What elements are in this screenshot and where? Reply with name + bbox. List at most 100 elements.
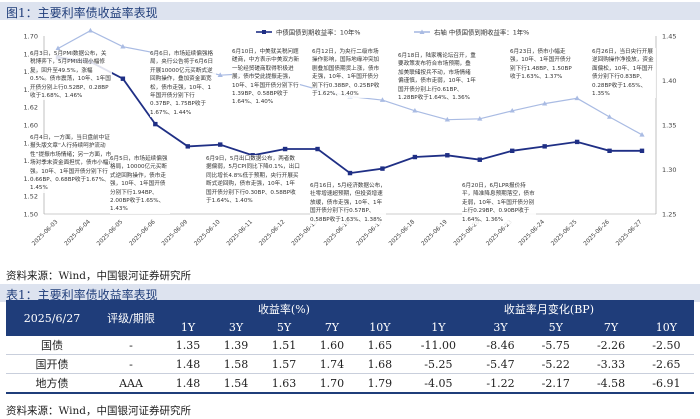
change-cell: -2.65 bbox=[638, 354, 694, 374]
data-point-1y bbox=[639, 131, 645, 137]
yield-cell: 1.39 bbox=[211, 336, 260, 355]
annotation-0616: 6月16日，5月经济数据公布，社零增速超预期，但投资增速放缓，债市走强，10年、… bbox=[310, 182, 386, 225]
table-row-govt: 国债 - 1.35 1.39 1.51 1.60 1.65 -11.00 -8.… bbox=[6, 336, 694, 355]
figure-title: 图1：主要利率债收益率表现 bbox=[6, 6, 158, 20]
data-point-1y bbox=[87, 27, 94, 33]
row-name: 地方债 bbox=[6, 373, 98, 394]
y-right-tick-label: 1.25 bbox=[662, 211, 676, 219]
annotation-0603: 6月3日，5月PMI数据公布，关税博弈下，5月PMI出现小幅修复，回升至49.5… bbox=[30, 50, 112, 101]
annotation-0626: 6月26日，当日央行开展逆回购操作净投放，资金面偏松，10年、1年国开债分别下行… bbox=[592, 48, 656, 99]
data-point-10y bbox=[218, 142, 223, 147]
data-point-1y bbox=[477, 115, 483, 121]
data-point-10y bbox=[315, 146, 320, 152]
yield-tenor-5y: 5Y bbox=[259, 318, 308, 336]
data-point-1y bbox=[412, 107, 418, 113]
x-tick-label: 2025-06-19 bbox=[421, 219, 449, 247]
table-row-cdb: 国开债 - 1.48 1.58 1.57 1.74 1.68 -5.25 -5.… bbox=[6, 354, 694, 374]
yield-tenor-10y: 10Y bbox=[355, 318, 404, 336]
annotation-0623: 6月23日，债市小幅走强，10年、1年国开债分别下行1.48BP、1.50BP收… bbox=[510, 48, 574, 82]
yield-cell: 1.51 bbox=[259, 336, 308, 355]
date-header: 2025/6/27 bbox=[6, 300, 98, 336]
change-cell: -5.22 bbox=[528, 354, 584, 374]
data-point-1y bbox=[217, 72, 223, 77]
change-cell: -1.22 bbox=[472, 373, 529, 394]
change-tenor-1y: 1Y bbox=[403, 318, 473, 336]
yield-cell: 1.48 bbox=[164, 373, 212, 394]
yield-cell: 1.79 bbox=[355, 373, 404, 394]
data-point-1y bbox=[379, 97, 386, 102]
legend-swatch-marker bbox=[262, 30, 266, 34]
data-point-10y bbox=[542, 144, 547, 149]
x-tick-label: 2025-06-26 bbox=[583, 219, 611, 247]
y-left-tick-label: 1.50 bbox=[24, 211, 38, 219]
yield-cell: 1.60 bbox=[307, 336, 356, 355]
x-tick-label: 2025-06-05 bbox=[96, 219, 124, 247]
x-tick-label: 2025-06-11 bbox=[226, 219, 254, 247]
annotation-0618: 6月18日，陆家嘴论坛召开，重要政策发布符合市场预期，叠加美联储按兵不动，市场情… bbox=[398, 52, 476, 103]
x-tick-label: 2025-06-27 bbox=[615, 219, 643, 247]
x-tick-label: 2025-06-25 bbox=[550, 219, 578, 247]
x-tick-label: 2025-06-09 bbox=[161, 219, 189, 247]
data-point-10y bbox=[412, 154, 418, 160]
yield-group-header: 收益率(%) bbox=[164, 300, 404, 318]
data-point-10y bbox=[347, 170, 353, 176]
y-left-tick-label: 1.70 bbox=[24, 33, 38, 41]
annotation-0609: 6月9日，5月出口数据公布，两者数据偏弱，5月CPI同比下降0.1%，出口同比增… bbox=[206, 155, 300, 206]
y-right-tick-label: 1.30 bbox=[662, 166, 676, 174]
data-point-10y bbox=[185, 144, 190, 149]
change-cell: -2.50 bbox=[638, 336, 694, 355]
data-point-10y bbox=[153, 121, 158, 127]
data-point-10y bbox=[510, 148, 515, 154]
x-tick-label: 2025-06-04 bbox=[64, 219, 92, 247]
yield-tenor-7y: 7Y bbox=[307, 318, 356, 336]
change-cell: -4.05 bbox=[403, 373, 473, 394]
data-point-1y bbox=[509, 107, 515, 113]
row-rating: AAA bbox=[98, 373, 164, 394]
change-cell: -5.25 bbox=[403, 354, 473, 374]
change-cell: -4.58 bbox=[583, 373, 639, 394]
data-point-10y bbox=[574, 139, 580, 145]
y-right-tick-label: 1.45 bbox=[662, 33, 676, 41]
x-tick-label: 2025-06-03 bbox=[31, 219, 59, 247]
yield-cell: 1.57 bbox=[259, 354, 308, 374]
change-tenor-10y: 10Y bbox=[638, 318, 694, 336]
change-cell: -8.46 bbox=[472, 336, 529, 355]
row-name: 国债 bbox=[6, 336, 98, 355]
row-name: 国开债 bbox=[6, 354, 98, 374]
yield-tenor-3y: 3Y bbox=[211, 318, 260, 336]
data-point-10y bbox=[445, 153, 450, 158]
annotation-0612: 6月12日，为央行二级市场操作影响，国际地缘冲突加剧叠加国债期货上涨，债市走强，… bbox=[312, 48, 380, 99]
legend-label: 右轴 中债国债到期收益率：1年% bbox=[434, 28, 529, 37]
yield-cell: 1.70 bbox=[307, 373, 356, 394]
data-point-10y bbox=[282, 146, 288, 152]
data-point-1y bbox=[444, 116, 450, 122]
annotation-0604: 6月4日，一方面，当日盘前中证报头版文章“人行持续呵护流动性”提振市场情绪；另一… bbox=[30, 134, 114, 193]
change-cell: -5.47 bbox=[472, 354, 529, 374]
table-title-bar bbox=[0, 284, 700, 302]
yield-cell: 1.63 bbox=[259, 373, 308, 394]
x-tick-label: 2025-06-10 bbox=[194, 219, 222, 247]
rating-header: 评级/期限 bbox=[98, 300, 164, 336]
annotation-0610: 6月10日，中美就关税问题磋商，中方表示中美双方新一轮经贸磋商取得积极进展，债市… bbox=[232, 48, 300, 107]
y-left-tick-label: 1.52 bbox=[24, 193, 38, 201]
legend-label: 中债国债到期收益率：10年% bbox=[276, 28, 361, 37]
x-tick-label: 2025-06-12 bbox=[258, 219, 286, 247]
data-point-1y bbox=[574, 95, 580, 101]
yield-cell: 1.65 bbox=[355, 336, 404, 355]
y-right-tick-label: 1.35 bbox=[662, 122, 676, 130]
yield-cell: 1.35 bbox=[164, 336, 212, 355]
figure-title-bar bbox=[0, 2, 700, 20]
change-tenor-5y: 5Y bbox=[528, 318, 584, 336]
yield-cell: 1.54 bbox=[211, 373, 260, 394]
row-rating: - bbox=[98, 354, 164, 374]
yield-table: 2025/6/27 评级/期限 收益率(%) 收益率月变化(BP) 1Y 3Y … bbox=[6, 300, 694, 394]
data-point-10y bbox=[380, 166, 385, 171]
change-tenor-7y: 7Y bbox=[583, 318, 639, 336]
change-cell: -5.75 bbox=[528, 336, 584, 355]
y-left-tick-label: 1.62 bbox=[24, 104, 38, 112]
change-cell: -2.26 bbox=[583, 336, 639, 355]
change-cell: -6.91 bbox=[638, 373, 694, 394]
yield-cell: 1.68 bbox=[355, 354, 404, 374]
data-point-10y bbox=[607, 148, 612, 154]
annotation-0620: 6月20日，6月LPR报价持平，降准降息预期落空，债市走弱，10年、1年国开债分… bbox=[462, 182, 536, 225]
